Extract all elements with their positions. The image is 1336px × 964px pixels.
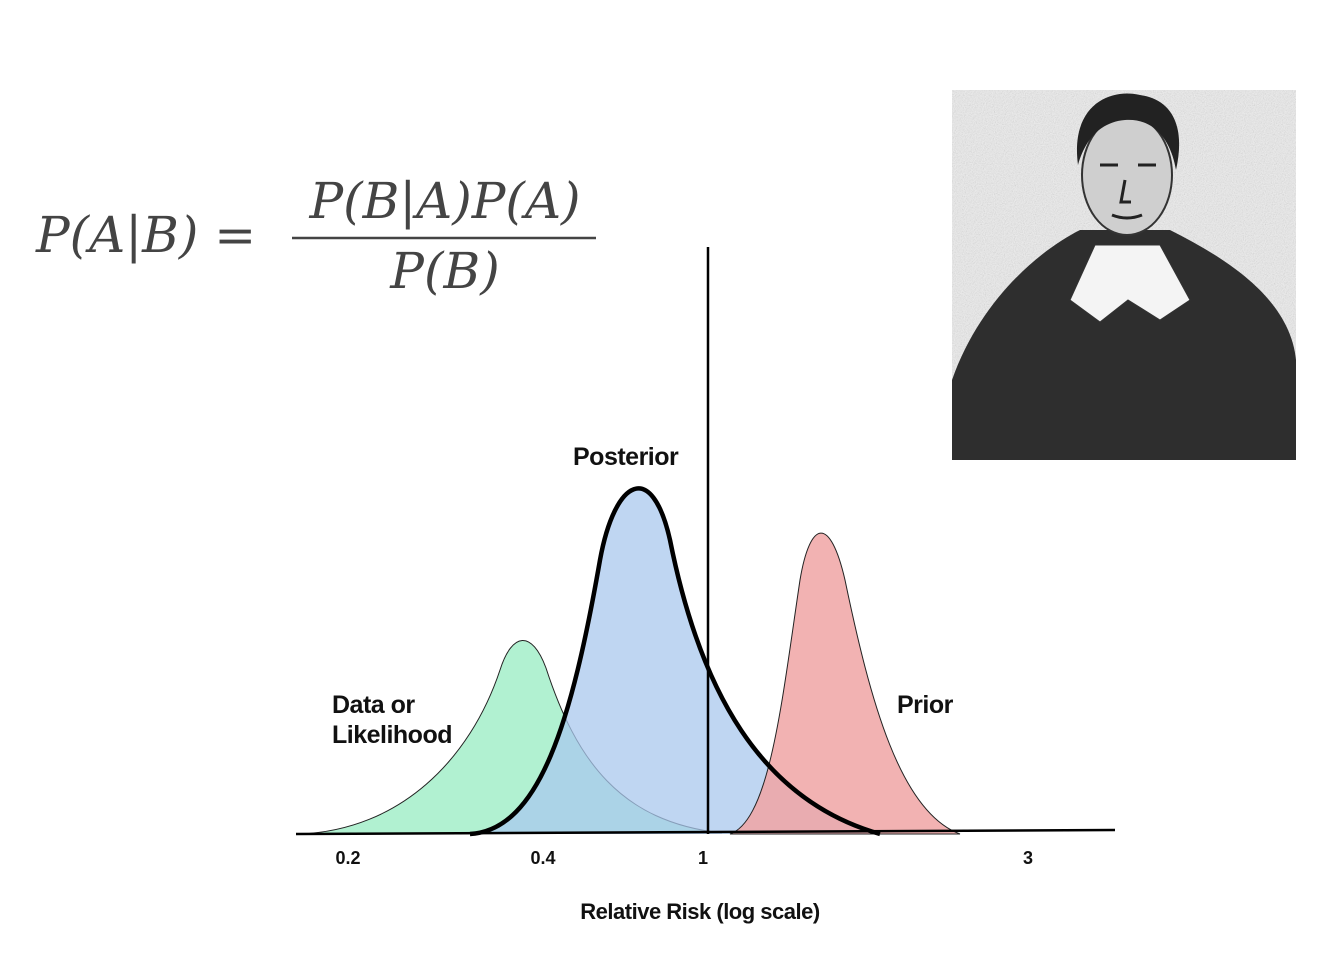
prior-curve	[729, 532, 961, 835]
x-tick-label: 0.4	[530, 848, 555, 868]
posterior-fill	[470, 488, 880, 834]
equation-denominator: P(B)	[389, 242, 499, 300]
likelihood-label: Data or	[332, 691, 415, 719]
portrait	[952, 90, 1296, 460]
equation-lhs: P(A|B) =	[35, 206, 256, 264]
x-tick-label: 3	[1023, 848, 1033, 868]
x-tick-label: 0.2	[335, 848, 360, 868]
posterior-label: Posterior	[573, 443, 679, 471]
likelihood-label: Likelihood	[332, 721, 452, 749]
x-tick-label: 1	[698, 848, 708, 868]
x-axis	[295, 828, 1116, 836]
x-axis-label: Relative Risk (log scale)	[580, 899, 820, 924]
posterior-curve	[469, 486, 881, 837]
prior-label: Prior	[897, 691, 954, 719]
equation-numerator: P(B|A)P(A)	[308, 172, 580, 230]
